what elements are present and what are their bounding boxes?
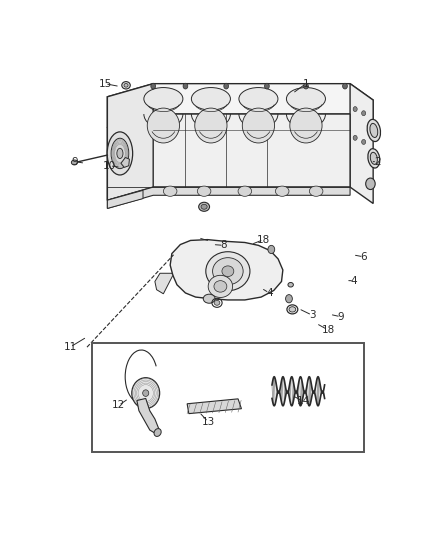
Text: 13: 13 [201,417,215,427]
Ellipse shape [195,108,227,143]
Ellipse shape [222,266,234,277]
Ellipse shape [206,252,250,290]
Text: 12: 12 [112,400,125,410]
Circle shape [366,178,375,190]
Ellipse shape [276,186,289,196]
Circle shape [183,83,188,89]
Ellipse shape [143,390,149,397]
Ellipse shape [144,87,183,110]
Ellipse shape [212,257,243,285]
Ellipse shape [309,186,323,196]
Circle shape [224,83,229,89]
Ellipse shape [238,186,251,196]
Ellipse shape [122,82,130,89]
Ellipse shape [111,138,129,168]
Bar [92,343,364,452]
Ellipse shape [163,186,177,196]
Ellipse shape [154,429,161,437]
Ellipse shape [199,202,209,211]
Text: 2: 2 [374,157,381,167]
Circle shape [151,83,155,89]
Ellipse shape [203,294,215,303]
Circle shape [304,83,308,89]
Text: 11: 11 [64,342,77,352]
Polygon shape [121,158,130,167]
Circle shape [362,140,366,144]
Ellipse shape [201,204,207,209]
Text: 15: 15 [99,79,112,88]
Circle shape [353,135,357,140]
Ellipse shape [368,149,380,168]
Ellipse shape [214,301,220,305]
Ellipse shape [289,306,296,312]
Text: 14: 14 [297,397,310,406]
Polygon shape [155,273,173,294]
Ellipse shape [124,84,128,87]
Text: 9: 9 [72,157,78,167]
Polygon shape [187,399,241,414]
Polygon shape [107,190,143,208]
Polygon shape [137,399,159,434]
Ellipse shape [370,152,378,164]
Text: 10: 10 [103,161,117,171]
Text: 4: 4 [266,288,272,298]
Ellipse shape [197,186,211,196]
Circle shape [362,111,366,116]
Text: 3: 3 [309,310,315,320]
Ellipse shape [370,124,378,138]
Circle shape [353,107,357,111]
Ellipse shape [132,378,159,408]
Ellipse shape [290,108,322,143]
Ellipse shape [286,87,325,110]
Polygon shape [107,187,350,208]
Text: 8: 8 [220,240,227,251]
Polygon shape [107,84,153,200]
Ellipse shape [107,132,133,175]
Polygon shape [170,240,283,300]
Circle shape [265,83,269,89]
Ellipse shape [71,160,78,165]
Text: 9: 9 [338,312,344,322]
Polygon shape [107,84,373,129]
Circle shape [268,245,275,254]
Ellipse shape [117,148,123,158]
Ellipse shape [214,281,227,292]
Ellipse shape [208,276,233,297]
Polygon shape [107,114,350,200]
Text: 6: 6 [360,252,367,262]
Text: 1: 1 [303,79,309,88]
Ellipse shape [239,87,278,110]
Circle shape [343,83,347,89]
Ellipse shape [147,108,180,143]
Ellipse shape [288,282,293,287]
Text: 4: 4 [351,276,357,286]
Text: 18: 18 [321,325,335,335]
Ellipse shape [367,119,381,142]
Circle shape [286,295,293,303]
Ellipse shape [191,87,230,110]
Ellipse shape [242,108,275,143]
Polygon shape [350,84,373,204]
Text: 18: 18 [257,235,270,245]
